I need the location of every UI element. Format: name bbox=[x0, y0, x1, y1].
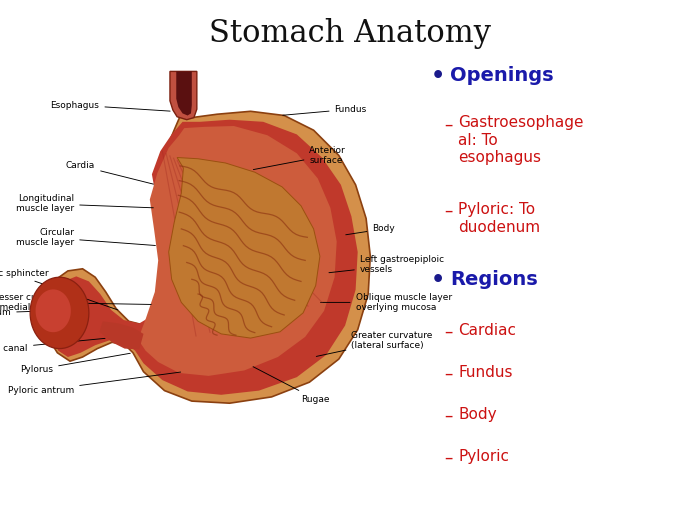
Text: Oblique muscle layer
overlying mucosa: Oblique muscle layer overlying mucosa bbox=[321, 293, 452, 312]
Text: Stomach Anatomy: Stomach Anatomy bbox=[209, 18, 491, 49]
Text: •: • bbox=[430, 66, 444, 86]
Polygon shape bbox=[36, 289, 71, 332]
Text: –: – bbox=[444, 407, 453, 425]
Text: Body: Body bbox=[346, 224, 395, 235]
Polygon shape bbox=[176, 71, 192, 116]
Text: –: – bbox=[444, 365, 453, 383]
Text: Greater curvature
(lateral surface): Greater curvature (lateral surface) bbox=[316, 331, 433, 356]
Polygon shape bbox=[48, 120, 358, 395]
Text: Pyloric: To
duodenum: Pyloric: To duodenum bbox=[458, 202, 540, 235]
Text: Anterior
surface: Anterior surface bbox=[253, 146, 346, 170]
Polygon shape bbox=[169, 158, 320, 338]
Polygon shape bbox=[43, 111, 370, 403]
Text: –: – bbox=[444, 116, 453, 133]
Polygon shape bbox=[99, 321, 144, 350]
Text: Pyloric sphincter: Pyloric sphincter bbox=[0, 268, 118, 310]
Polygon shape bbox=[30, 277, 89, 349]
Text: Pylorus: Pylorus bbox=[20, 353, 130, 374]
Text: Gastroesophage
al: To
esophagus: Gastroesophage al: To esophagus bbox=[458, 116, 584, 165]
Text: Left gastroepiploic
vessels: Left gastroepiploic vessels bbox=[329, 255, 444, 274]
Text: Duodenum: Duodenum bbox=[0, 308, 48, 318]
Text: –: – bbox=[444, 449, 453, 467]
Text: Longitudinal
muscle layer: Longitudinal muscle layer bbox=[16, 194, 153, 213]
Text: Body: Body bbox=[458, 407, 497, 422]
Text: Circular
muscle layer: Circular muscle layer bbox=[16, 228, 155, 247]
Text: Esophagus: Esophagus bbox=[50, 100, 170, 111]
Text: Pyloric antrum: Pyloric antrum bbox=[8, 372, 181, 395]
Text: Cardia: Cardia bbox=[66, 161, 153, 184]
Text: –: – bbox=[444, 202, 453, 220]
Text: Openings: Openings bbox=[450, 66, 554, 85]
Text: Cardiac: Cardiac bbox=[458, 323, 517, 338]
Text: –: – bbox=[444, 323, 453, 341]
Text: Rugae: Rugae bbox=[253, 366, 330, 404]
Text: Regions: Regions bbox=[450, 270, 538, 289]
Text: Fundus: Fundus bbox=[458, 365, 513, 380]
Polygon shape bbox=[170, 71, 197, 120]
Text: Pyloric: Pyloric bbox=[458, 449, 510, 464]
Text: Lesser curvature
(medial surface): Lesser curvature (medial surface) bbox=[0, 293, 151, 312]
Text: •: • bbox=[430, 270, 444, 290]
Text: Pyloric canal: Pyloric canal bbox=[0, 339, 105, 353]
Text: Fundus: Fundus bbox=[283, 104, 367, 116]
Polygon shape bbox=[138, 126, 337, 376]
